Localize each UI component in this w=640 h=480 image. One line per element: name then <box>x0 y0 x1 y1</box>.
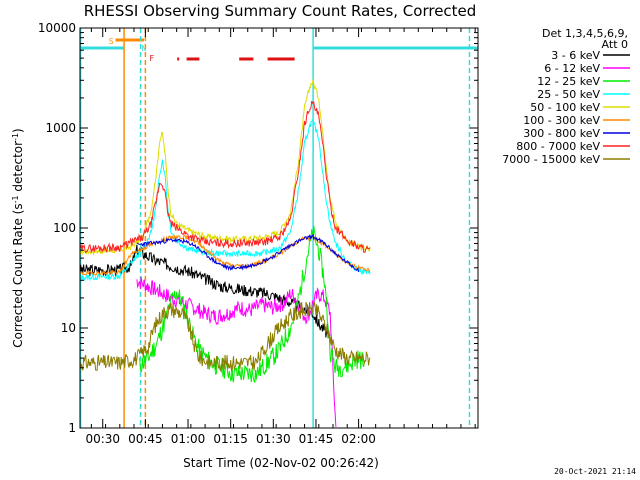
series-line <box>136 276 337 427</box>
x-tick-label: 01:45 <box>299 432 334 446</box>
series-line <box>136 233 360 272</box>
series-line <box>139 225 365 384</box>
ylabel-main: Corrected Count Rate (s <box>11 203 25 347</box>
y-tick-label: 10 <box>61 321 76 335</box>
legend-entry-label: 50 - 100 keV <box>530 101 600 114</box>
series-line <box>80 100 371 254</box>
data-series <box>80 79 371 427</box>
series-line <box>80 117 371 282</box>
legend-entry-label: 100 - 300 keV <box>523 114 600 127</box>
series-line <box>80 301 371 372</box>
legend-entry-label: 7000 - 15000 keV <box>502 153 600 166</box>
chart-title: RHESSI Observing Summary Count Rates, Co… <box>84 2 477 20</box>
legend-entry-label: 25 - 50 keV <box>537 88 600 101</box>
flag-s-label: S <box>109 37 114 46</box>
x-tick-label: 00:45 <box>128 432 163 446</box>
y-tick-label: 10000 <box>38 21 76 35</box>
x-tick-label: 01:30 <box>256 432 291 446</box>
series-line <box>80 79 371 256</box>
y-tick-label: 1 <box>68 421 76 435</box>
legend-entry-label: 6 - 12 keV <box>544 62 600 75</box>
plot-frame <box>79 27 479 429</box>
x-tick-label: 01:15 <box>213 432 248 446</box>
legend-header: Det 1,3,4,5,6,9, <box>542 27 628 40</box>
legend-entry-label: 3 - 6 keV <box>551 49 600 62</box>
flag-n-label: N <box>142 44 147 53</box>
footer-date: 20-Oct-2021 21:14 <box>554 467 636 476</box>
series-line <box>80 233 371 277</box>
flag-f-label: F <box>149 54 154 63</box>
legend-entry-label: 12 - 25 keV <box>537 75 600 88</box>
x-axis-label: Start Time (02-Nov-02 00:26:42) <box>183 456 379 470</box>
y-axis: 1 10 100 1000 10000 <box>38 21 478 435</box>
ylabel-end: ) <box>11 128 25 133</box>
y-axis-label: Corrected Count Rate (s-1 detector-1) <box>11 128 26 347</box>
x-tick-label: 01:00 <box>171 432 206 446</box>
legend-entry-label: 300 - 800 keV <box>523 127 600 140</box>
x-axis: 00:30 00:45 01:00 01:15 01:30 01:45 02:00 <box>85 28 476 446</box>
legend-entry-label: 800 - 7000 keV <box>516 140 600 153</box>
ylabel-sup1: -1 <box>11 195 20 203</box>
ylabel-mid: detector <box>11 141 25 196</box>
y-tick-label: 1000 <box>45 121 76 135</box>
x-tick-label: 02:00 <box>341 432 376 446</box>
legend-header: Att 0 <box>602 38 628 51</box>
y-tick-label: 100 <box>53 221 76 235</box>
attenuator-vertical-lines <box>79 28 471 428</box>
observing-flags: S NF <box>80 37 478 63</box>
ylabel-sup2: -1 <box>11 133 20 141</box>
x-tick-label: 00:30 <box>85 432 120 446</box>
